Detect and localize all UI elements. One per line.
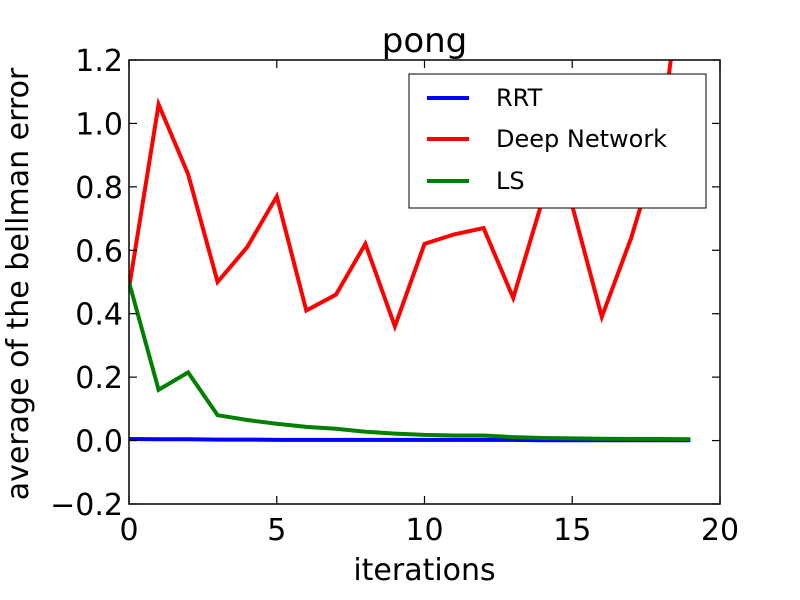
series-line-ls xyxy=(129,281,691,442)
y-tick-label: 1.0 xyxy=(75,107,123,142)
y-tick-label: 0.4 xyxy=(75,298,123,333)
y-tick-label: 0.2 xyxy=(75,361,123,396)
series-layer xyxy=(129,60,691,443)
series-line-deep-network xyxy=(129,60,673,333)
x-axis-label: iterations xyxy=(353,553,495,588)
ticks-layer xyxy=(128,59,721,505)
x-tick-label: 5 xyxy=(267,513,286,548)
legend-label-deep-network: Deep Network xyxy=(496,125,667,153)
x-tick-label: 0 xyxy=(119,513,138,548)
y-tick-label: −0.2 xyxy=(50,488,123,523)
y-tick-label: 1.2 xyxy=(75,44,123,79)
y-tick-label: 0.0 xyxy=(75,425,123,460)
legend: RRT Deep Network LS xyxy=(408,73,707,209)
y-axis-label: average of the bellman error xyxy=(1,67,36,500)
legend-label-ls: LS xyxy=(496,167,525,195)
chart-title: pong xyxy=(382,21,468,61)
x-tick-label: 20 xyxy=(701,513,739,548)
x-tick-label: 15 xyxy=(553,513,591,548)
y-tick-label: 0.6 xyxy=(75,234,123,269)
x-tick-label: 10 xyxy=(405,513,443,548)
y-tick-label: 0.8 xyxy=(75,171,123,206)
tick-labels-layer: 0 5 10 15 20 −0.2 0.0 0.2 0.4 0.6 0.8 1.0 1.2 xyxy=(50,44,739,548)
legend-label-rrt: RRT xyxy=(496,84,543,112)
legend-entries: RRT Deep Network LS xyxy=(427,84,667,195)
